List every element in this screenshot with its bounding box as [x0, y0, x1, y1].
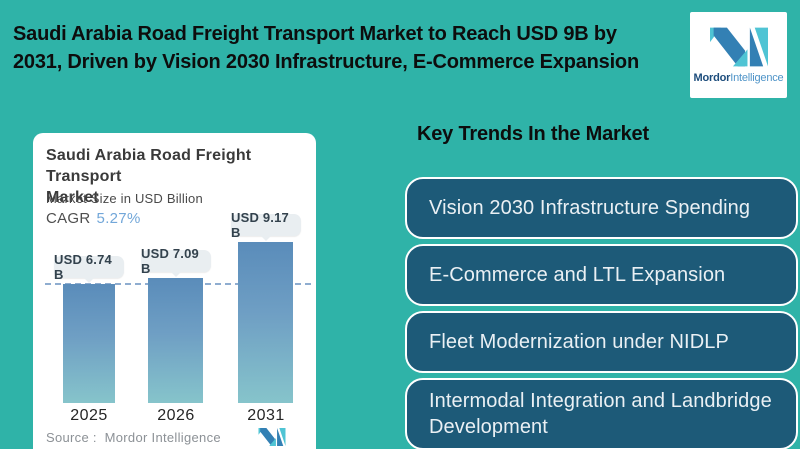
- bar-chart-plot-area: USD 6.74 B 2025 USD 7.09 B 2026 USD 9.17 B 20…: [33, 133, 316, 424]
- year-label: 2026: [157, 407, 195, 424]
- trend-label: Vision 2030 Infrastructure Spending: [429, 197, 751, 219]
- cagr-label: CAGR: [46, 210, 91, 227]
- brand-logo-card: MordorIntelligence: [690, 12, 787, 98]
- trend-label: Fleet Modernization under NIDLP: [429, 331, 729, 353]
- market-chart-card: Saudi Arabia Road Freight Transport Mark…: [33, 133, 316, 449]
- trend-card-1: Vision 2030 Infrastructure Spending: [405, 177, 798, 239]
- trend-card-4: Intermodal Integration and Landbridge De…: [405, 378, 798, 449]
- value-pill: USD 6.74 B: [54, 252, 124, 283]
- bar-2031: [238, 242, 293, 403]
- mordor-logo-icon: [709, 27, 768, 66]
- mini-mordor-logo-icon: [258, 428, 286, 446]
- value-pill: USD 7.09 B: [141, 246, 211, 277]
- chart-title: Saudi Arabia Road Freight Transport Mark…: [46, 147, 252, 206]
- bar-2026: [148, 278, 203, 403]
- year-label: 2025: [70, 407, 108, 424]
- trend-card-2: E-Commerce and LTL Expansion: [405, 244, 798, 306]
- bar-2025: [63, 284, 115, 403]
- trend-list: Vision 2030 Infrastructure Spending E-Com…: [405, 177, 798, 449]
- chart-subtitle: Market Size in USD Billion: [46, 191, 203, 206]
- trend-card-3: Fleet Modernization under NIDLP: [405, 311, 798, 373]
- trend-label: Intermodal Integration and Landbridge De…: [429, 390, 772, 438]
- trend-label: E-Commerce and LTL Expansion: [429, 264, 726, 286]
- source-text: Source : Mordor Intelligence: [46, 430, 221, 445]
- brand-name: MordorIntelligence: [694, 72, 784, 84]
- trends-heading: Key Trends In the Market: [417, 123, 649, 145]
- cagr-line: CAGR 5.27%: [46, 210, 141, 227]
- brand-name-intelligence: Intelligence: [730, 71, 784, 84]
- cagr-value: 5.27%: [96, 210, 141, 227]
- page-title: Saudi Arabia Road Freight Transport Mark…: [13, 23, 639, 73]
- year-label: 2031: [247, 407, 285, 424]
- value-pill: USD 9.17 B: [231, 210, 301, 241]
- brand-name-mordor: Mordor: [693, 71, 731, 84]
